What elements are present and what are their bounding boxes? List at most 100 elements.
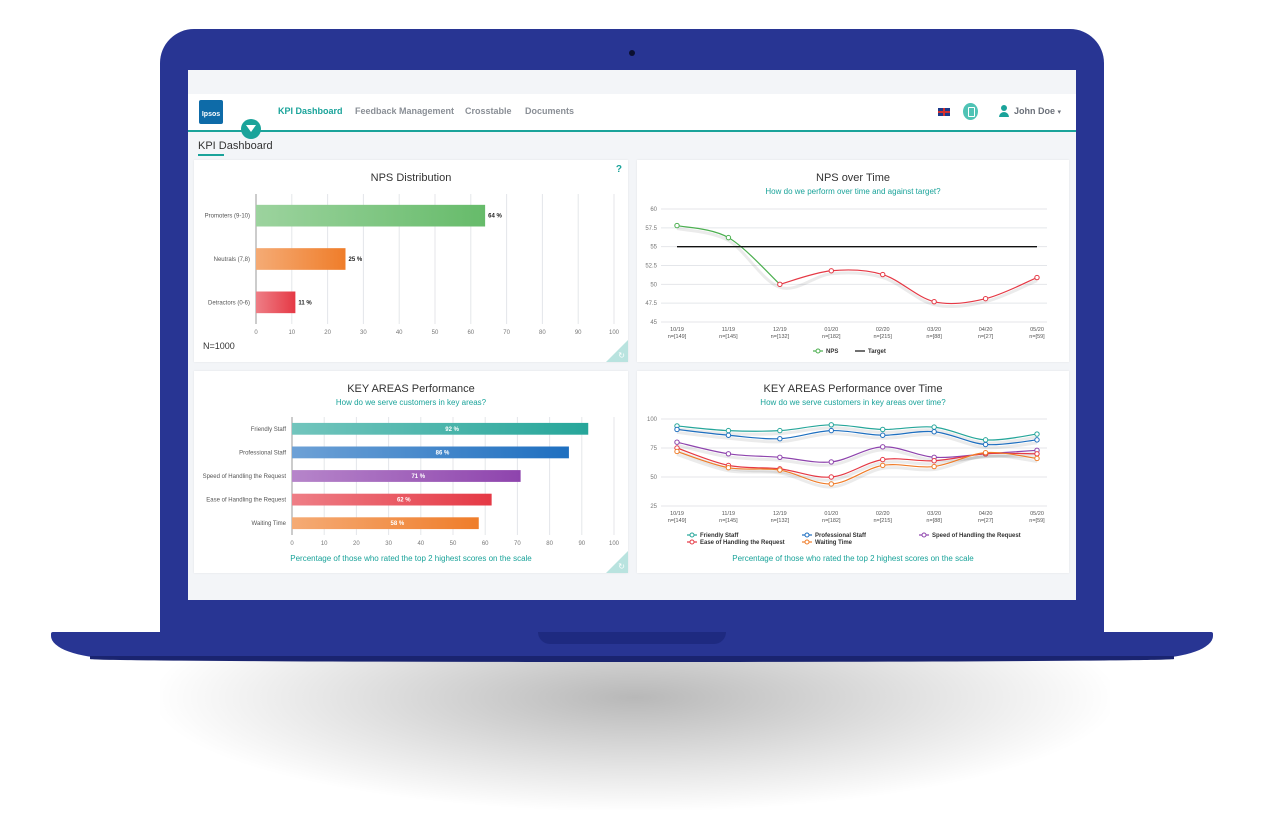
- data-point: [982, 441, 989, 448]
- x-tick-label: 12/19: [773, 327, 787, 333]
- user-menu[interactable]: John Doe ▾: [1014, 106, 1061, 116]
- data-point: [931, 463, 937, 470]
- data-point: [982, 437, 989, 443]
- y-tick-label: 25: [650, 504, 657, 510]
- key-areas-chart: 0 10 20 30 40 50 60 70 80 90 100 Friendly Staff 92 %…: [203, 417, 620, 547]
- x-tick-label: 12/19: [773, 511, 787, 517]
- refresh-icon[interactable]: ↻: [618, 562, 625, 571]
- x-tick-label: 30: [385, 541, 392, 547]
- webcam: [629, 50, 635, 56]
- category-label: Speed of Handling the Request: [203, 474, 287, 480]
- series-line: [676, 424, 1038, 441]
- nps-over-time-chart: 6057.55552.55047.54510/19n=[149]11/19n=[…: [645, 207, 1047, 355]
- x-tick-label: 10/19: [670, 511, 684, 517]
- data-point: [880, 432, 886, 438]
- legend-label: Speed of Handling the Request: [932, 533, 1021, 539]
- legend-label: Ease of Handling the Request: [700, 540, 785, 546]
- data-point: [982, 449, 989, 456]
- uk-flag-icon[interactable]: [938, 108, 950, 116]
- y-tick-label: 60: [650, 207, 657, 213]
- x-tick-label: 60: [467, 330, 474, 336]
- x-tick-label: 01/20: [824, 327, 838, 333]
- data-point: [1034, 451, 1040, 457]
- panel-subtitle: How do we serve customers in key areas?: [335, 398, 487, 407]
- y-tick-label: 52.5: [645, 264, 657, 270]
- x-tick-sublabel: n=[145]: [719, 518, 738, 524]
- x-tick-label: 10: [288, 330, 295, 336]
- panel-footer: Percentage of those who rated the top 2 …: [732, 554, 974, 563]
- refresh-corner[interactable]: [606, 340, 628, 362]
- nav-kpi-dashboard[interactable]: KPI Dashboard: [278, 106, 343, 116]
- x-tick-sublabel: n=[88]: [926, 334, 942, 340]
- panel-title: KEY AREAS Performance over Time: [763, 383, 943, 395]
- x-tick-sublabel: n=[215]: [873, 518, 892, 524]
- legend-marker: [815, 348, 821, 354]
- data-point: [1034, 274, 1040, 281]
- help-icon[interactable]: ?: [615, 164, 622, 175]
- data-point: [674, 439, 680, 445]
- x-tick-sublabel: n=[132]: [771, 518, 790, 524]
- series-shadow: [676, 449, 1038, 482]
- legend-label: Friendly Staff: [700, 533, 739, 539]
- data-point: [725, 451, 732, 457]
- data-point: [777, 467, 783, 473]
- nav-documents[interactable]: Documents: [525, 106, 575, 116]
- user-icon[interactable]: [999, 105, 1009, 117]
- x-tick-label: 40: [417, 541, 424, 547]
- filter-icon[interactable]: [241, 119, 261, 139]
- data-point: [931, 458, 937, 464]
- data-point: [725, 432, 732, 438]
- value-label: 71 %: [411, 474, 425, 480]
- user-name: John Doe: [1014, 106, 1056, 116]
- x-tick-label: 70: [514, 541, 521, 547]
- legend-marker: [804, 539, 810, 545]
- data-point: [1034, 455, 1040, 462]
- x-tick-sublabel: n=[182]: [822, 334, 841, 340]
- legend-marker: [689, 532, 695, 538]
- panel-nps-distribution: NPS Distribution ? 0 10 20 30 40 50 60 70 80 90 10…: [194, 160, 628, 362]
- x-tick-label: 60: [482, 541, 489, 547]
- data-point: [931, 429, 937, 435]
- refresh-corner[interactable]: [606, 551, 628, 573]
- key-areas-over-time-chart: 10075502510/19n=[149]11/19n=[145]12/19n=…: [647, 417, 1047, 546]
- x-tick-label: 20: [353, 541, 360, 547]
- data-point: [880, 271, 886, 278]
- y-tick-label: 50: [650, 475, 657, 481]
- category-label: Ease of Handling the Request: [206, 498, 286, 504]
- title-underline: [198, 154, 224, 156]
- data-point: [725, 465, 732, 471]
- data-point: [982, 295, 989, 302]
- x-tick-sublabel: n=[149]: [668, 518, 687, 524]
- x-tick-label: 11/19: [722, 327, 735, 333]
- data-point: [880, 456, 886, 463]
- legend-marker: [689, 539, 695, 545]
- data-point: [880, 462, 886, 469]
- value-label: 25 %: [349, 257, 363, 263]
- panel-footer: Percentage of those who rated the top 2 …: [290, 554, 532, 563]
- value-label: 92 %: [445, 427, 459, 433]
- document-icon[interactable]: [963, 103, 978, 120]
- data-point: [828, 474, 834, 480]
- ipsos-logo[interactable]: Ipsos: [199, 100, 223, 124]
- data-point: [777, 454, 783, 460]
- data-point: [828, 268, 834, 274]
- bar: [292, 470, 521, 482]
- bar: [256, 291, 296, 314]
- x-tick-label: 04/20: [979, 511, 993, 517]
- x-tick-label: 20: [324, 330, 331, 336]
- top-navbar: Ipsos KPI Dashboard Feedback Management …: [188, 94, 1076, 132]
- data-point: [725, 234, 732, 241]
- x-tick-label: 05/20: [1030, 327, 1044, 333]
- data-point: [674, 222, 680, 229]
- y-tick-label: 75: [650, 446, 657, 452]
- nav-crosstable[interactable]: Crosstable: [465, 106, 512, 116]
- refresh-icon[interactable]: ↻: [618, 351, 625, 360]
- category-label: Friendly Staff: [251, 427, 287, 433]
- x-tick-sublabel: n=[59]: [1029, 518, 1045, 524]
- data-point: [880, 426, 886, 433]
- sample-size: N=1000: [203, 341, 235, 351]
- y-tick-label: 55: [650, 245, 657, 251]
- series-shadow: [676, 430, 1038, 450]
- x-tick-label: 70: [503, 330, 510, 336]
- nav-feedback-management[interactable]: Feedback Management: [355, 106, 455, 116]
